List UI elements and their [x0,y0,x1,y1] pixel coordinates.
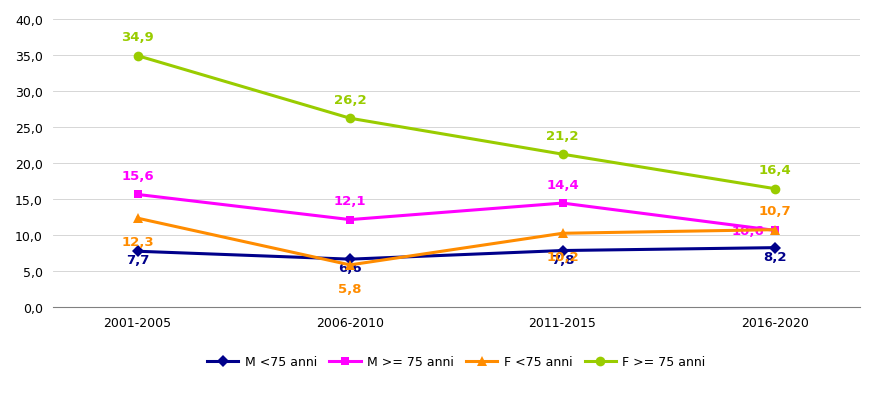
Line: M >= 75 anni: M >= 75 anni [133,191,779,235]
F >= 75 anni [132,54,143,59]
Text: 7,8: 7,8 [550,253,574,266]
M <75 anni [132,249,143,254]
Text: 21,2: 21,2 [546,129,578,142]
Line: F >= 75 anni: F >= 75 anni [133,52,780,194]
Text: 12,1: 12,1 [333,195,367,208]
Text: 12,3: 12,3 [122,235,154,248]
Line: F <75 anni: F <75 anni [133,214,780,270]
Text: 15,6: 15,6 [122,169,154,183]
Text: 5,8: 5,8 [339,282,361,295]
M >= 75 anni [770,228,780,233]
F >= 75 anni [345,116,355,121]
Text: 14,4: 14,4 [546,178,579,191]
M <75 anni [345,257,355,262]
Text: 34,9: 34,9 [122,31,154,44]
Text: 8,2: 8,2 [763,250,787,263]
F <75 anni [770,228,780,233]
Text: 26,2: 26,2 [333,93,367,107]
M >= 75 anni [557,201,568,206]
F >= 75 anni [557,152,568,157]
Text: 10,2: 10,2 [546,250,579,263]
Legend: M <75 anni, M >= 75 anni, F <75 anni, F >= 75 anni: M <75 anni, M >= 75 anni, F <75 anni, F … [202,350,710,373]
F <75 anni [557,231,568,236]
M <75 anni [770,246,780,251]
Line: M <75 anni: M <75 anni [133,244,779,263]
Text: 7,7: 7,7 [126,254,150,267]
M >= 75 anni [345,218,355,223]
Text: 10,6: 10,6 [732,224,764,237]
Text: 10,7: 10,7 [759,205,791,218]
Text: 16,4: 16,4 [759,164,791,177]
F <75 anni [345,263,355,268]
Text: 6,6: 6,6 [339,261,362,275]
F >= 75 anni [770,187,780,192]
M <75 anni [557,249,568,254]
F <75 anni [132,216,143,221]
M >= 75 anni [132,192,143,197]
